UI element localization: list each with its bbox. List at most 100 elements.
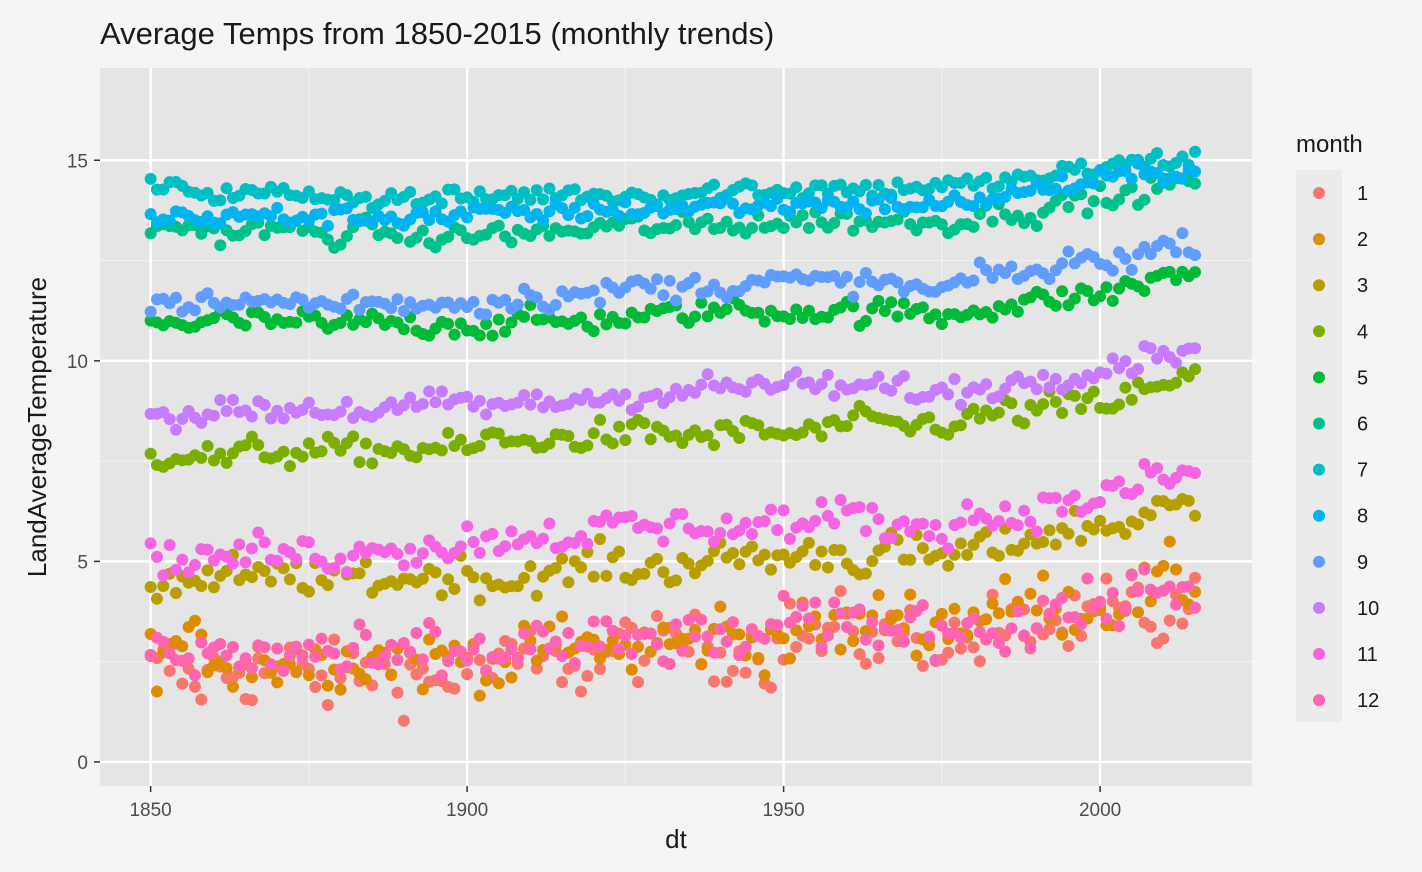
point-month-12 <box>353 618 366 631</box>
point-month-10 <box>777 379 790 392</box>
y-tick-label: 5 <box>77 552 88 573</box>
point-month-1 <box>195 693 208 706</box>
point-month-5 <box>1068 292 1081 305</box>
point-month-4 <box>707 439 720 452</box>
point-month-11 <box>783 532 796 545</box>
point-month-12 <box>188 669 201 682</box>
series-month-3 <box>144 493 1202 607</box>
point-month-12 <box>929 653 942 666</box>
point-month-12 <box>1011 605 1024 618</box>
point-month-4 <box>1049 395 1062 408</box>
point-month-3 <box>556 552 569 565</box>
legend-label-month-10: 10 <box>1357 598 1379 620</box>
point-month-9 <box>549 299 562 312</box>
point-month-8 <box>214 217 227 230</box>
point-month-3 <box>657 566 670 579</box>
point-month-4 <box>923 411 936 424</box>
point-month-12 <box>587 615 600 628</box>
point-month-3 <box>954 537 967 550</box>
legend-key-month-2 <box>1313 233 1325 246</box>
point-month-1 <box>245 694 258 707</box>
point-month-3 <box>587 570 600 583</box>
point-month-4 <box>473 439 486 452</box>
point-month-2 <box>910 649 923 662</box>
point-month-11 <box>157 569 170 582</box>
point-month-4 <box>239 439 252 452</box>
point-month-11 <box>758 515 771 528</box>
legend-key-month-11 <box>1313 648 1325 660</box>
point-month-4 <box>638 417 651 430</box>
point-month-2 <box>385 668 398 681</box>
point-month-3 <box>992 549 1005 562</box>
point-month-5 <box>1106 294 1119 307</box>
point-month-1 <box>790 641 803 654</box>
point-month-12 <box>1056 591 1069 604</box>
point-month-4 <box>847 409 860 422</box>
point-month-10 <box>404 391 417 404</box>
point-month-9 <box>1125 263 1138 276</box>
point-month-4 <box>220 456 233 469</box>
point-month-5 <box>359 316 372 329</box>
y-tick-label: 10 <box>67 352 88 373</box>
point-month-3 <box>967 538 980 551</box>
point-month-1 <box>594 663 607 676</box>
point-month-4 <box>195 451 208 464</box>
point-month-11 <box>828 517 841 530</box>
point-month-2 <box>992 607 1005 620</box>
point-month-6 <box>847 224 860 237</box>
point-month-2 <box>986 597 999 610</box>
point-month-2 <box>150 685 163 698</box>
point-month-11 <box>543 517 556 530</box>
point-month-11 <box>999 500 1012 513</box>
point-month-2 <box>220 662 233 675</box>
point-month-10 <box>632 400 645 413</box>
point-month-11 <box>961 498 974 511</box>
point-month-7 <box>530 184 543 197</box>
point-month-12 <box>1075 618 1088 631</box>
point-month-8 <box>581 210 594 223</box>
point-month-8 <box>321 219 334 232</box>
point-month-8 <box>1049 182 1062 195</box>
point-month-3 <box>777 548 790 561</box>
point-month-11 <box>391 547 404 560</box>
point-month-6 <box>321 233 334 246</box>
point-month-7 <box>201 186 214 199</box>
point-month-12 <box>954 631 967 644</box>
point-month-3 <box>435 589 448 602</box>
point-month-12 <box>524 643 537 656</box>
point-month-3 <box>473 594 486 607</box>
point-month-12 <box>385 638 398 651</box>
point-month-12 <box>663 658 676 671</box>
legend-label-month-5: 5 <box>1357 367 1368 389</box>
point-month-12 <box>777 589 790 602</box>
point-month-1 <box>954 642 967 655</box>
point-month-12 <box>1037 594 1050 607</box>
point-month-11 <box>454 540 467 553</box>
point-month-6 <box>1030 220 1043 233</box>
point-month-3 <box>651 552 664 565</box>
point-month-3 <box>518 571 531 584</box>
point-month-12 <box>157 635 170 648</box>
point-month-3 <box>467 571 480 584</box>
point-month-11 <box>897 515 910 528</box>
point-month-12 <box>619 629 632 642</box>
point-month-9 <box>480 308 493 321</box>
point-month-8 <box>315 207 328 220</box>
point-month-1 <box>1062 640 1075 653</box>
point-month-11 <box>581 537 594 550</box>
point-month-2 <box>290 666 303 679</box>
point-month-11 <box>657 535 670 548</box>
point-month-12 <box>682 613 695 626</box>
point-month-8 <box>1132 157 1145 170</box>
point-month-10 <box>1030 383 1043 396</box>
legend-key-month-5 <box>1313 371 1325 384</box>
series-month-10 <box>144 340 1202 436</box>
point-month-12 <box>309 650 322 663</box>
legend-label-month-9: 9 <box>1357 552 1368 574</box>
point-month-1 <box>1163 614 1176 627</box>
point-month-12 <box>651 638 664 651</box>
point-month-9 <box>1005 260 1018 273</box>
point-month-3 <box>1144 509 1157 522</box>
point-month-6 <box>416 224 429 237</box>
legend-key-month-8 <box>1313 509 1325 522</box>
